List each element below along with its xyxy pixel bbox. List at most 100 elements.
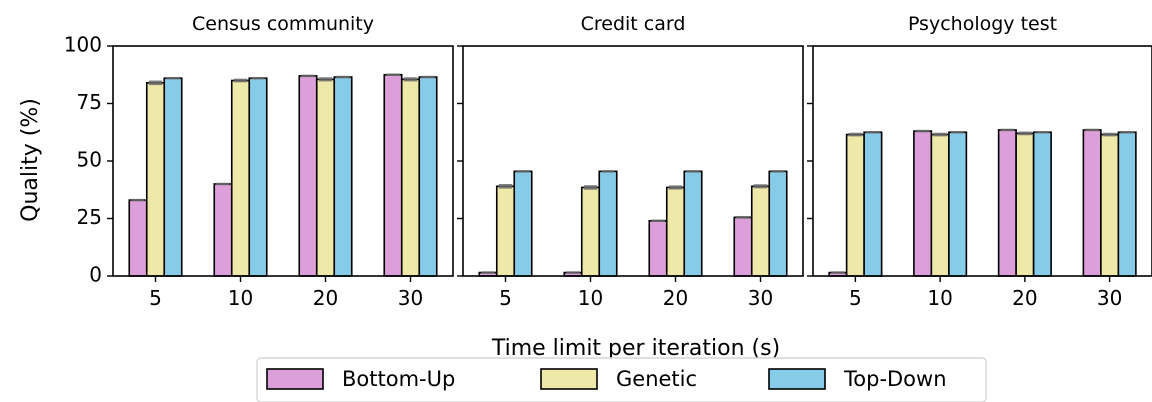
bar-genetic-5 — [845, 133, 865, 277]
bar-genetic-20 — [1015, 132, 1035, 277]
error-bar-bottom-up-10 — [915, 129, 930, 133]
bar-genetic-10 — [930, 133, 950, 277]
x-tick-label: 30 — [398, 286, 423, 310]
error-bar-genetic-20 — [318, 77, 333, 82]
y-axis-label: Quality (%) — [18, 98, 43, 222]
bar-top-down-5 — [163, 77, 183, 277]
error-bar-genetic-30 — [1102, 132, 1117, 137]
bar-genetic-30 — [400, 78, 421, 277]
error-bar-genetic-5 — [848, 132, 863, 137]
error-bar-genetic-20 — [1018, 131, 1032, 136]
bar-top-down-20 — [1032, 131, 1052, 277]
error-bar-genetic-30 — [403, 77, 418, 82]
bar-top-down-10 — [248, 77, 268, 277]
panel-title: Credit card — [581, 13, 686, 35]
bar-top-down-30 — [1117, 131, 1137, 277]
error-bar-bottom-up-5 — [831, 271, 845, 274]
error-bar-genetic-5 — [498, 184, 513, 189]
bar-bottom-up-5 — [128, 199, 148, 277]
bar-bottom-up-30 — [383, 73, 403, 277]
error-bar-bottom-up-30 — [1085, 128, 1099, 132]
error-bar-genetic-30 — [753, 184, 768, 189]
legend-label-genetic: Genetic — [616, 367, 697, 391]
bar-top-down-5 — [863, 131, 883, 277]
error-bar-bottom-up-20 — [1000, 128, 1015, 132]
error-bar-top-down-20 — [336, 75, 350, 79]
bar-genetic-30 — [750, 185, 771, 277]
x-tick-label: 5 — [149, 286, 162, 310]
error-bar-bottom-up-30 — [736, 215, 750, 219]
bar-top-down-20 — [333, 76, 353, 277]
bar-bottom-up-10 — [913, 130, 933, 277]
bar-bottom-up-20 — [648, 220, 668, 277]
chart-panels: 5 10 20 30 0 25 50 75 100 Census community 5 10 20 30… — [64, 13, 1152, 310]
legend-swatch-top-down — [768, 368, 826, 390]
y-tick-label: 50 — [77, 148, 102, 172]
error-bar-bottom-up-10 — [216, 182, 230, 186]
bar-genetic-5 — [145, 82, 166, 277]
error-bar-top-down-10 — [251, 76, 265, 80]
plot-frame — [812, 45, 1152, 277]
bar-top-down-10 — [598, 170, 618, 277]
error-bar-bottom-up-5 — [131, 198, 145, 202]
y-tick-label: 100 — [64, 33, 102, 57]
error-bar-genetic-5 — [148, 80, 163, 86]
error-bar-bottom-up-10 — [566, 271, 580, 274]
legend: Bottom-Up Genetic Top-Down — [256, 357, 987, 402]
bar-top-down-30 — [768, 170, 788, 277]
legend-swatch-genetic — [540, 368, 598, 390]
error-bar-genetic-10 — [583, 185, 598, 190]
bar-top-down-30 — [418, 76, 438, 277]
panel-credit-card: 5 10 20 30 Credit card — [457, 13, 804, 310]
error-bar-top-down-20 — [1035, 131, 1050, 134]
y-tick-label: 25 — [77, 205, 102, 229]
legend-label-bottom-up: Bottom-Up — [342, 367, 455, 391]
error-bar-genetic-20 — [668, 185, 683, 190]
x-tick-label: 20 — [313, 286, 338, 310]
bar-top-down-20 — [683, 170, 703, 277]
bar-top-down-10 — [948, 131, 968, 277]
x-tick-label: 10 — [927, 286, 952, 310]
error-bar-top-down-30 — [771, 170, 785, 173]
bar-genetic-20 — [665, 186, 686, 277]
bar-genetic-5 — [495, 185, 516, 277]
error-bar-top-down-20 — [686, 170, 700, 173]
x-tick-label: 30 — [748, 286, 773, 310]
x-tick-label: 5 — [849, 286, 862, 310]
x-axis-label: Time limit per iteration (s) — [491, 336, 780, 361]
error-bar-top-down-5 — [866, 131, 880, 134]
error-bar-genetic-10 — [933, 132, 947, 137]
panel-census-community: 5 10 20 30 0 25 50 75 100 Census community — [64, 13, 454, 310]
panel-title: Census community — [192, 13, 374, 35]
x-tick-label: 30 — [1097, 286, 1122, 310]
error-bar-top-down-30 — [421, 75, 435, 79]
plot-frame — [112, 45, 454, 277]
x-tick-label: 20 — [1012, 286, 1037, 310]
legend-swatch-bottom-up — [266, 368, 324, 390]
bar-bottom-up-20 — [298, 75, 318, 277]
x-tick-label: 10 — [228, 286, 253, 310]
y-tick-label: 0 — [89, 263, 102, 287]
panel-psychology-test: 5 10 20 30 Psychology test — [807, 13, 1152, 310]
bar-genetic-10 — [230, 79, 251, 277]
error-bar-bottom-up-20 — [301, 74, 315, 78]
panel-title: Psychology test — [908, 13, 1057, 35]
bar-genetic-30 — [1100, 133, 1120, 277]
error-bar-bottom-up-20 — [651, 219, 665, 223]
plot-frame — [462, 45, 804, 277]
x-tick-label: 20 — [663, 286, 688, 310]
bar-bottom-up-10 — [213, 183, 233, 277]
error-bar-top-down-10 — [950, 131, 965, 134]
x-tick-label: 5 — [499, 286, 512, 310]
y-tick-label: 75 — [77, 90, 102, 114]
bar-genetic-20 — [315, 78, 336, 277]
x-tick-label: 10 — [578, 286, 603, 310]
bar-genetic-10 — [580, 186, 601, 277]
error-bar-top-down-5 — [516, 170, 530, 173]
error-bar-bottom-up-30 — [386, 73, 400, 76]
bar-bottom-up-20 — [997, 129, 1017, 277]
legend-label-top-down: Top-Down — [843, 367, 947, 391]
bar-bottom-up-30 — [733, 216, 753, 277]
bar-top-down-5 — [513, 170, 533, 277]
